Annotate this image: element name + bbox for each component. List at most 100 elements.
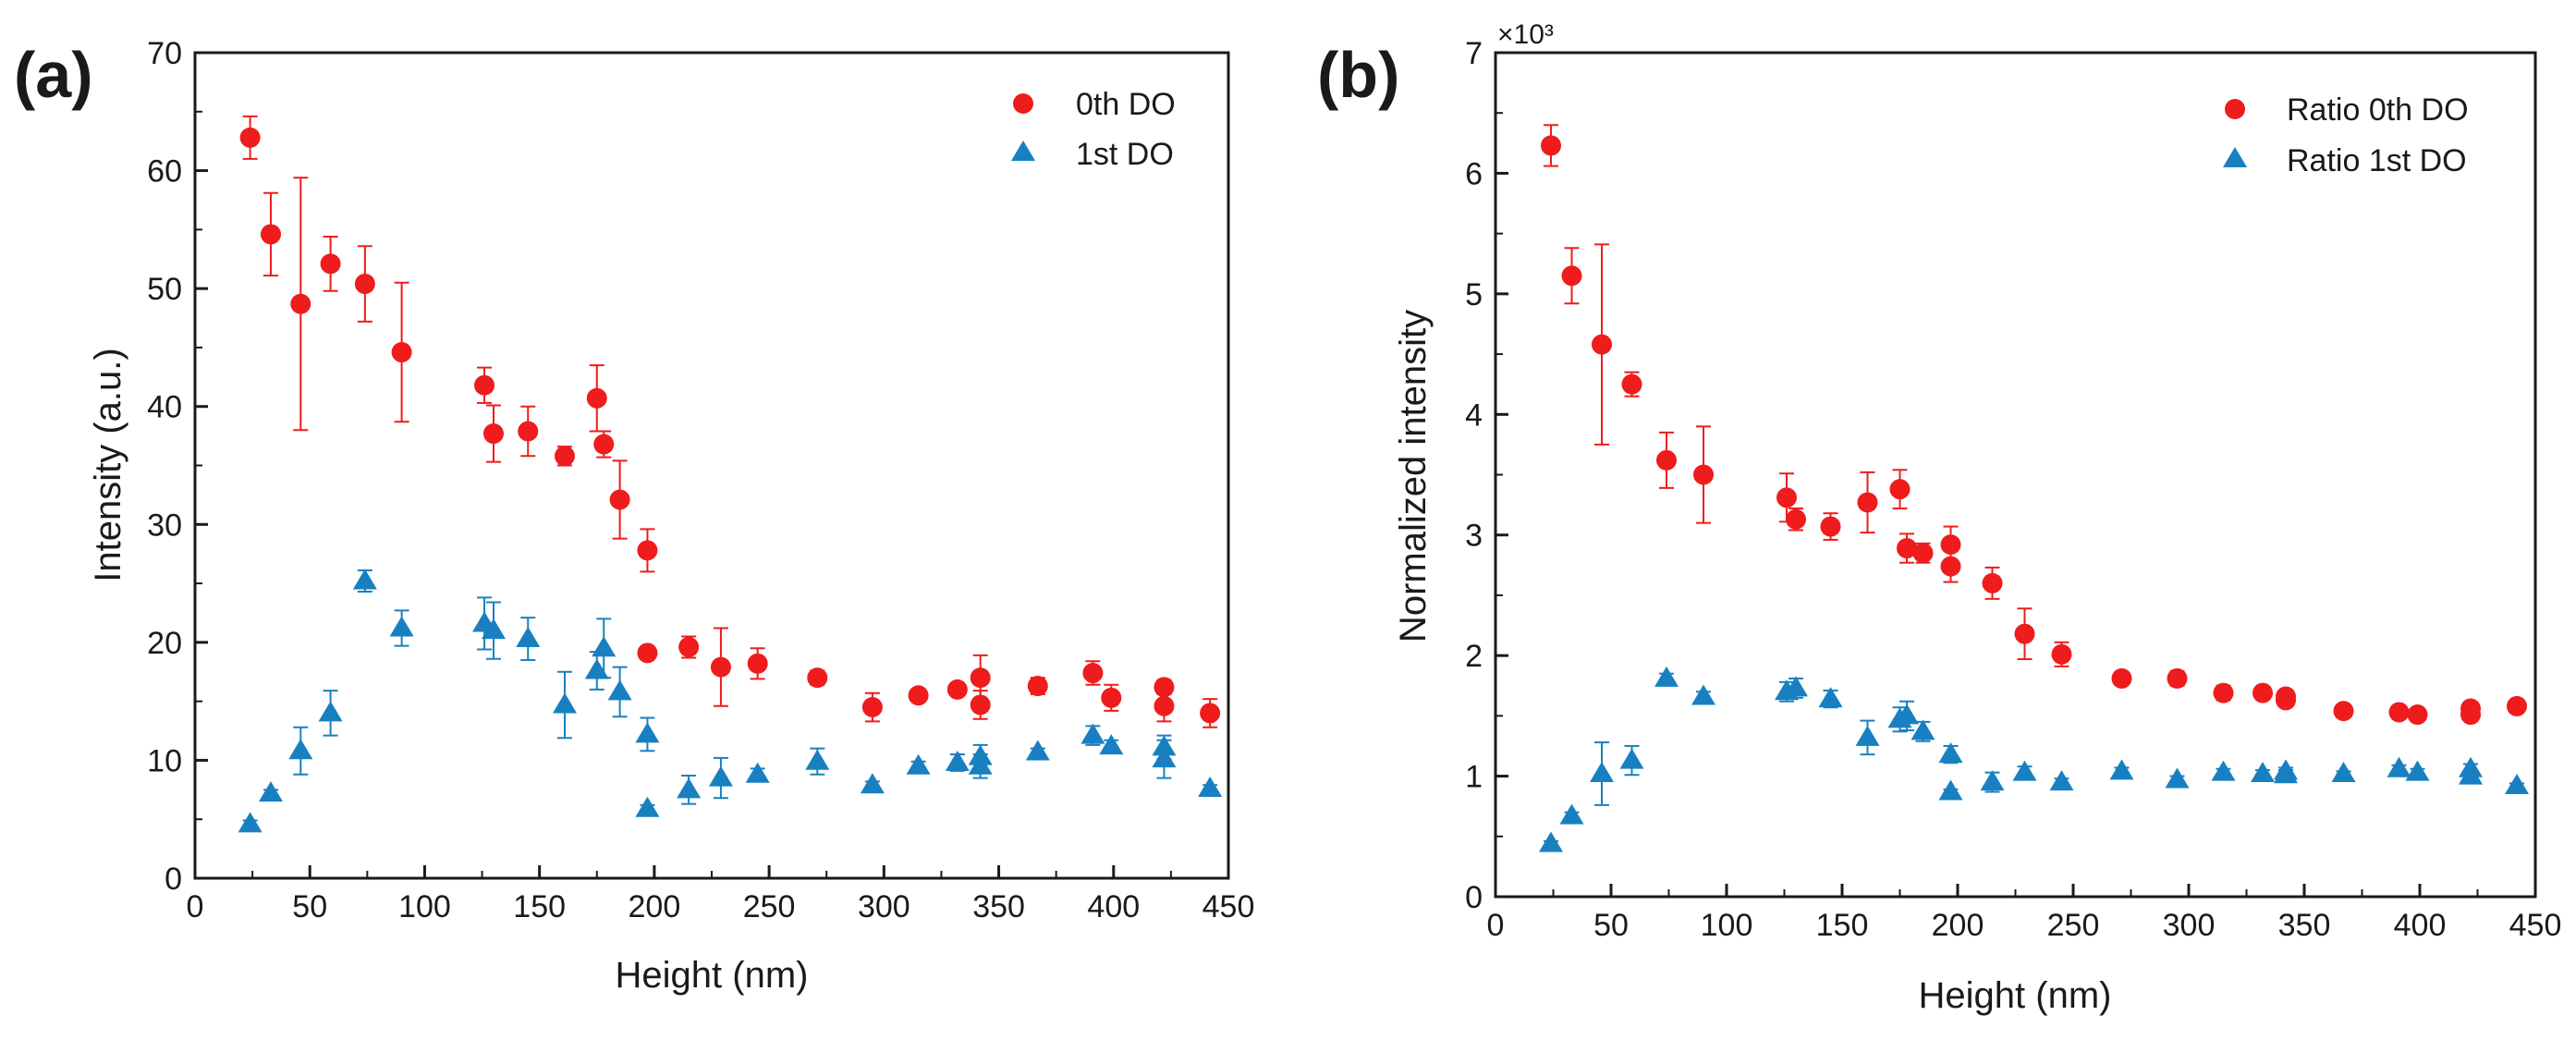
panel-a-x-tick-label: 50 <box>292 889 327 924</box>
panel-b-point-1st <box>2012 760 2037 781</box>
panel-a-point-1st <box>516 627 541 648</box>
panel-b-point-1st <box>2274 763 2298 784</box>
panel-b-y-tick-label: 5 <box>1465 277 1483 312</box>
panel-b-point-1st <box>2165 767 2190 789</box>
panel-a-point-0th <box>320 253 341 275</box>
panel-b-point-1st <box>2505 774 2529 795</box>
panel-b-frame <box>1494 51 2537 899</box>
panel-b-point-0th <box>1820 516 1841 537</box>
panel-b-point-1st <box>1559 803 1584 825</box>
panel-b-point-1st <box>2331 761 2356 782</box>
panel-a-point-1st <box>238 812 262 833</box>
panel-a-point-0th <box>290 293 311 314</box>
panel-b-point-1st <box>2109 759 2134 780</box>
panel-a-point-1st <box>968 753 993 775</box>
panel-b-x-axis-title: Height (nm) <box>1919 975 2112 1016</box>
panel-a-point-1st <box>318 701 343 722</box>
panel-b-point-0th <box>1912 543 1934 564</box>
panel-b-point-1st <box>1980 770 2005 791</box>
panel-a-point-0th <box>946 679 968 700</box>
panel-b-point-1st <box>2387 756 2411 777</box>
panel-b-point-0th <box>1776 487 1797 508</box>
panel-b-point-1st <box>1895 704 1919 725</box>
panel-b-point-1st <box>1911 719 1935 740</box>
panel-b-point-0th <box>1940 556 1961 577</box>
panel-a-point-1st <box>389 616 414 637</box>
panel-a-point-0th <box>861 697 883 718</box>
panel-a-y-tick-label: 20 <box>147 626 182 661</box>
panel-b-point-0th <box>2333 701 2354 722</box>
panel-b-point-0th <box>2388 702 2410 723</box>
panel-b-x-tick-label: 250 <box>2047 908 2100 943</box>
panel-b-legend-label-ratio-0th-do: Ratio 0th DO <box>2287 92 2469 128</box>
panel-a-point-1st <box>584 658 609 679</box>
panel-b-point-0th <box>1561 265 1582 287</box>
panel-a-y-tick-label: 50 <box>147 272 182 307</box>
panel-a: (a) 0 50 100 150 200 250 300 350 400 450 0 10 20 30 40… <box>14 36 1254 996</box>
panel-b-legend-marker-ratio-1st-do <box>2223 147 2247 167</box>
panel-b-x-tick-label: 450 <box>2509 908 2562 943</box>
panel-a-point-0th <box>970 694 991 716</box>
panel-b-x-tick-label: 350 <box>2278 908 2331 943</box>
panel-b-legend: Ratio 0th DO Ratio 1st DO <box>2223 92 2469 178</box>
panel-b-point-0th <box>1541 135 1561 156</box>
panel-b-point-1st <box>1938 742 1963 764</box>
panel-b-x-tick-label: 100 <box>1701 908 1753 943</box>
panel-b-point-1st <box>1539 831 1563 852</box>
panel-a-point-1st <box>805 749 830 770</box>
panel-b-point-0th <box>1897 538 1917 559</box>
panel-b-y-axis-title: Normalized intensity <box>1393 310 1434 642</box>
panel-a-point-0th <box>678 636 700 657</box>
panel-a-point-1st <box>635 796 660 817</box>
panel-a-y-tick-label: 0 <box>165 862 182 897</box>
panel-a-point-0th <box>1101 687 1122 708</box>
panel-a-point-1st <box>258 781 283 802</box>
panel-a-ticks: 0 50 100 150 200 250 300 350 400 450 0 10 20 30 40 50 60… <box>147 36 1254 924</box>
panel-b-point-1st <box>1654 666 1679 687</box>
panel-b-point-0th <box>2111 667 2132 689</box>
panel-a-point-0th <box>637 642 658 664</box>
panel-b-point-0th <box>1857 492 1878 513</box>
panel-a-point-0th <box>807 667 828 689</box>
panel-b-label: (b) <box>1317 39 1399 111</box>
panel-a-point-1st <box>906 753 931 775</box>
panel-b-y-tick-label: 2 <box>1465 639 1483 674</box>
panel-a-legend-marker-0th-do <box>1013 93 1033 114</box>
panel-a-point-0th <box>1154 695 1175 716</box>
panel-a-point-1st <box>352 569 377 590</box>
panel-b-x-tick-label: 50 <box>1593 908 1629 943</box>
panel-b-y-tick-label: 0 <box>1465 880 1483 915</box>
panel-a-point-0th <box>1154 677 1175 698</box>
panel-b-point-1st <box>2251 761 2275 782</box>
panel-a-point-0th <box>908 685 929 706</box>
panel-b-point-0th <box>1693 464 1714 485</box>
panel-a-point-0th <box>970 667 991 689</box>
panel-a-x-tick-label: 350 <box>972 889 1025 924</box>
panel-b-point-0th <box>1592 334 1612 355</box>
panel-a-point-1st <box>607 679 632 701</box>
panel-b-point-1st <box>1938 779 1963 801</box>
panel-a-y-axis-title: Intensity (a.u.) <box>88 348 128 581</box>
panel-b-point-0th <box>1889 479 1911 500</box>
panel-b-point-1st <box>2049 770 2074 791</box>
panel-b-y-tick-label: 4 <box>1465 398 1483 433</box>
panel-b-point-1st <box>2211 760 2236 781</box>
panel-b-point-0th <box>2051 643 2072 665</box>
panel-b-point-1st <box>2405 760 2430 781</box>
panel-a-point-1st <box>745 762 770 783</box>
panel-a-point-1st <box>677 777 702 799</box>
panel-b-scale-note: ×10³ <box>1497 19 1554 50</box>
panel-b-x-tick-label: 300 <box>2163 908 2216 943</box>
panel-a-point-0th <box>518 421 539 442</box>
panel-b-x-tick-label: 200 <box>1932 908 1984 943</box>
panel-b-x-tick-label: 0 <box>1487 908 1505 943</box>
panel-b-point-0th <box>2252 682 2273 704</box>
panel-a-x-tick-label: 250 <box>743 889 796 924</box>
panel-b-x-tick-label: 150 <box>1816 908 1869 943</box>
panel-b-point-1st <box>1855 725 1880 746</box>
panel-a-point-1st <box>635 722 660 743</box>
panel-a-point-0th <box>260 224 281 245</box>
panel-b-point-0th <box>2213 682 2234 704</box>
panel-a-point-1st <box>592 636 617 657</box>
